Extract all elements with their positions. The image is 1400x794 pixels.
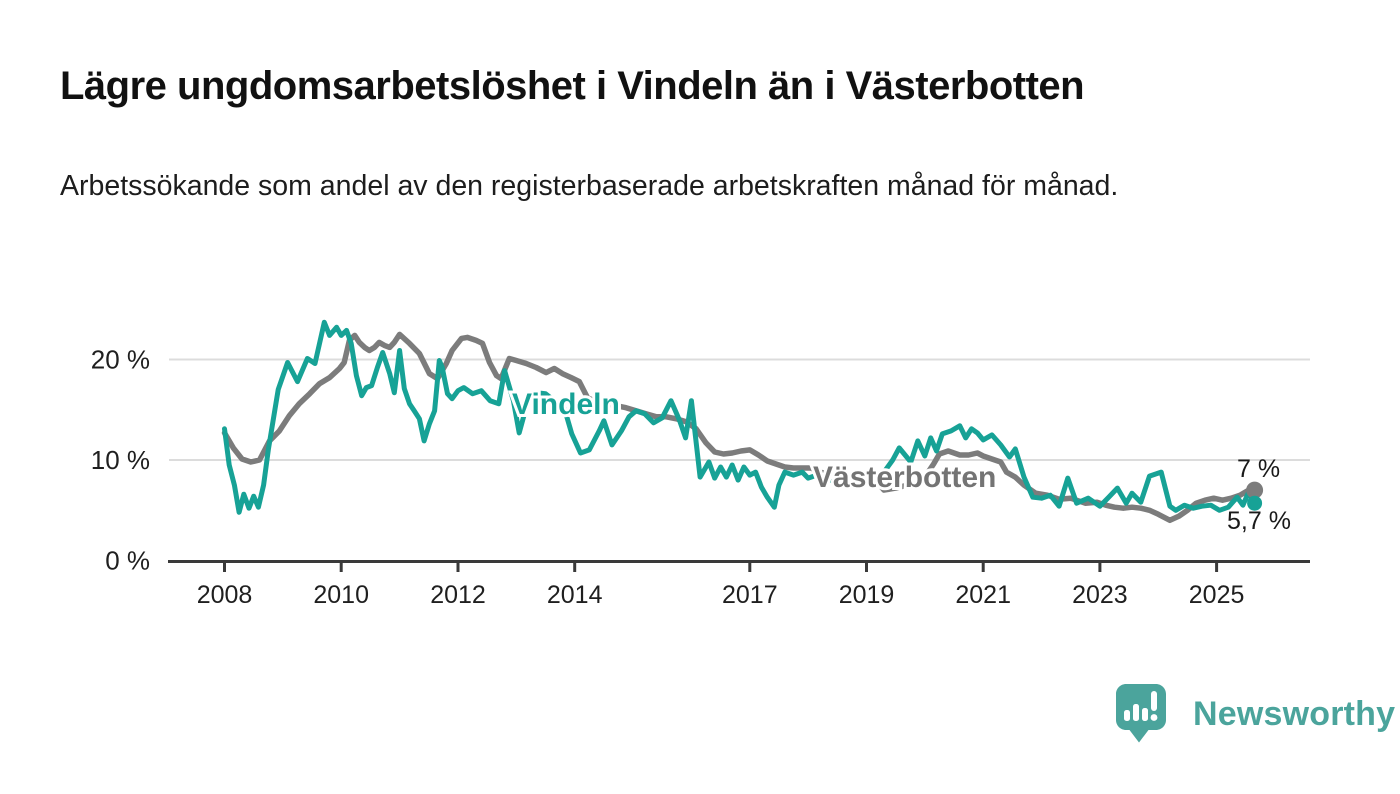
logo-bar-3: [1142, 708, 1148, 721]
series-line-vindeln: [222, 319, 1258, 515]
logo-bar-1: [1124, 710, 1130, 721]
y-tick-label-0: 0 %: [105, 546, 150, 576]
y-axis-labels: 20 % 10 % 0 %: [91, 345, 150, 576]
series-label-vasterbotten: Västerbotten: [813, 461, 996, 494]
logo-exclamation-bar: [1151, 691, 1157, 711]
x-tick-label-2008: 2008: [197, 581, 253, 609]
x-tick-label-2012: 2012: [430, 581, 486, 609]
line-chart: 20 % 10 % 0 % 2008 2010 2012 2014 2017 2019 20…: [91, 319, 1310, 609]
series-label-vindeln: Vindeln: [512, 388, 620, 421]
chart-subtitle: Arbetssökande som andel av den registerb…: [60, 170, 1119, 202]
end-value-label-vindeln: 5,7 %: [1227, 507, 1291, 535]
x-tick-label-2023: 2023: [1072, 581, 1128, 609]
series-end-dot-vasterbotten: [1246, 481, 1264, 499]
x-tick-label-2025: 2025: [1189, 581, 1245, 609]
page-title: Lägre ungdomsarbetslöshet i Vindeln än i…: [60, 64, 1085, 108]
x-tick-label-2010: 2010: [313, 581, 369, 609]
x-tick-label-2019: 2019: [839, 581, 895, 609]
end-value-label-vasterbotten: 7 %: [1237, 455, 1280, 483]
x-tick-label-2014: 2014: [547, 581, 603, 609]
y-tick-label-10: 10 %: [91, 445, 150, 475]
logo-exclamation-dot: [1150, 714, 1158, 721]
x-tick-label-2021: 2021: [955, 581, 1011, 609]
newsworthy-logo-icon: [1116, 684, 1166, 743]
series-end-dot-vindeln: [1247, 495, 1263, 511]
newsworthy-logo: Newsworthy: [1115, 683, 1395, 745]
logo-bar-2: [1133, 704, 1139, 721]
x-tick-label-2017: 2017: [722, 581, 778, 609]
newsworthy-logo-text: Newsworthy: [1193, 694, 1396, 733]
x-axis-ticks: 2008 2010 2012 2014 2017 2019 2021 2023 2025: [197, 561, 1245, 609]
speech-bubble-shape: [1116, 684, 1166, 743]
y-tick-label-20: 20 %: [91, 345, 150, 375]
